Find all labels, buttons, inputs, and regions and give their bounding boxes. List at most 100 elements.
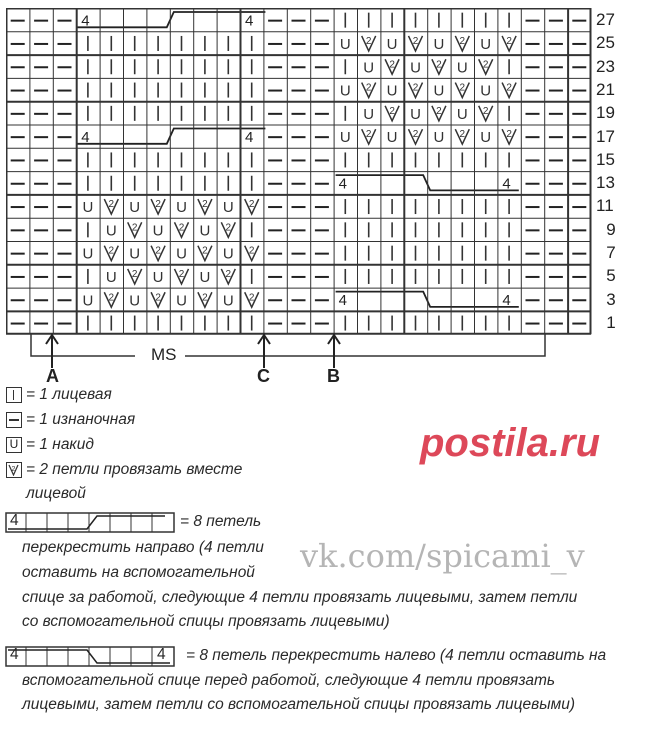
k2tog-stitch: 2	[173, 268, 190, 286]
purl-symbol-icon	[6, 412, 22, 428]
k2tog-stitch: 2	[127, 268, 143, 286]
repeat-bracket	[30, 333, 546, 368]
k2tog-stitch: 2	[244, 198, 260, 216]
marker-c-label: C	[257, 366, 270, 386]
cable-right-legend-line: перекрестить направо (4 петли	[22, 539, 264, 556]
cable-count-label: 4	[339, 292, 347, 309]
repeat-label: MS	[147, 345, 181, 365]
yarn-over-stitch: U	[82, 246, 93, 263]
cable-right-legend-count: 4	[10, 512, 19, 529]
cable-count-label: 4	[502, 175, 510, 192]
yo-symbol-icon: U	[6, 437, 22, 453]
svg-text:2: 2	[202, 292, 208, 303]
k2tog-stitch: 2	[150, 291, 166, 310]
watermark-vk: vk.com/spicami_v	[300, 537, 585, 575]
cable-left-legend-line: вспомогательной спице перед работой, сле…	[22, 672, 556, 689]
svg-text:2: 2	[506, 129, 512, 140]
svg-text:2: 2	[202, 246, 208, 257]
cable-count-label: 4	[339, 175, 347, 192]
yarn-over-stitch: U	[387, 83, 398, 100]
arrow-b	[327, 333, 341, 368]
row-number: 27	[596, 10, 615, 29]
svg-text:2: 2	[155, 246, 161, 257]
svg-text:2: 2	[389, 59, 395, 70]
svg-text:2: 2	[109, 246, 115, 257]
svg-text:2: 2	[179, 269, 185, 280]
row-number: 19	[596, 103, 615, 123]
svg-text:2: 2	[132, 269, 138, 280]
k2tog-symbol-icon: 2	[6, 462, 22, 478]
k2tog-stitch: 2	[407, 35, 424, 53]
svg-text:2: 2	[132, 222, 138, 233]
k2tog-stitch: 2	[384, 58, 400, 77]
yarn-over-stitch: U	[340, 36, 351, 53]
arrow-a	[45, 333, 59, 368]
yarn-over-stitch: U	[387, 129, 398, 146]
row-number: 7	[606, 243, 616, 262]
svg-text:2: 2	[413, 83, 419, 94]
yarn-over-stitch: U	[457, 59, 468, 76]
yarn-over-stitch: U	[410, 106, 421, 123]
svg-text:2: 2	[483, 106, 489, 117]
k2tog-stitch: 2	[478, 58, 494, 77]
k2tog-stitch: 2	[431, 58, 447, 77]
yarn-over-stitch: U	[433, 129, 444, 146]
legend-knit: = 1 лицевая	[26, 386, 112, 403]
svg-text:2: 2	[179, 222, 185, 233]
arrow-c	[257, 333, 271, 368]
k2tog-stitch: 2	[244, 245, 260, 263]
cable-right-symbol-icon	[5, 512, 175, 533]
k2tog-stitch: 2	[384, 105, 400, 123]
svg-text:2: 2	[226, 222, 232, 233]
row-number: 11	[596, 196, 614, 216]
cable-right-line	[77, 11, 266, 29]
k2tog-stitch: 2	[454, 128, 470, 146]
svg-text:2: 2	[226, 269, 232, 280]
legend-yo: = 1 накид	[26, 436, 94, 453]
row-number: 21	[596, 79, 615, 99]
svg-text:2: 2	[249, 246, 255, 257]
yarn-over-stitch: U	[129, 246, 140, 263]
yarn-over-stitch: U	[480, 129, 491, 146]
yarn-over-stitch: U	[176, 246, 187, 263]
k2tog-stitch: 2	[361, 82, 377, 100]
row-number: 23	[596, 56, 615, 76]
k2tog-stitch: 2	[454, 82, 470, 100]
cable-count-label: 4	[502, 292, 510, 309]
k2tog-stitch: 2	[361, 35, 377, 53]
k2tog-stitch: 2	[361, 128, 377, 146]
row-number: 1	[606, 312, 616, 332]
yarn-over-stitch: U	[433, 83, 444, 100]
yarn-over-stitch: U	[340, 83, 351, 100]
yarn-over-stitch: U	[199, 269, 210, 286]
svg-text:2: 2	[506, 83, 512, 94]
cable-right-legend-line: оставить на вспомогательной	[22, 564, 255, 581]
svg-text:2: 2	[109, 292, 115, 303]
marker-b-label: B	[327, 366, 340, 386]
yarn-over-stitch: U	[106, 222, 117, 239]
yarn-over-stitch: U	[410, 59, 421, 76]
cable-left-legend-line: лицевыми, затем петли со вспомогательной…	[22, 696, 576, 713]
row-number: 13	[596, 173, 615, 193]
k2tog-stitch: 2	[150, 245, 166, 263]
yarn-over-stitch: U	[82, 199, 93, 216]
k2tog-stitch: 2	[244, 291, 260, 310]
svg-text:2: 2	[506, 36, 512, 47]
k2tog-stitch: 2	[127, 222, 143, 240]
svg-text:2: 2	[436, 59, 442, 70]
yarn-over-stitch: U	[457, 106, 468, 123]
k2tog-stitch: 2	[173, 222, 190, 240]
yarn-over-stitch: U	[129, 292, 140, 309]
cable-right-legend-line: спице за работой, следующие 4 петли пров…	[22, 589, 578, 606]
k2tog-stitch: 2	[197, 291, 213, 310]
yarn-over-stitch: U	[363, 106, 374, 123]
row-number: 3	[606, 289, 616, 309]
legend-k2tog-line1: = 2 петли провязать вместе	[26, 461, 243, 478]
svg-text:2: 2	[109, 199, 115, 210]
svg-text:2: 2	[460, 83, 466, 94]
svg-text:2: 2	[155, 292, 161, 303]
yarn-over-stitch: U	[106, 269, 117, 286]
yarn-over-stitch: U	[153, 269, 164, 286]
yarn-over-stitch: U	[199, 222, 210, 239]
k2tog-stitch: 2	[197, 245, 213, 263]
